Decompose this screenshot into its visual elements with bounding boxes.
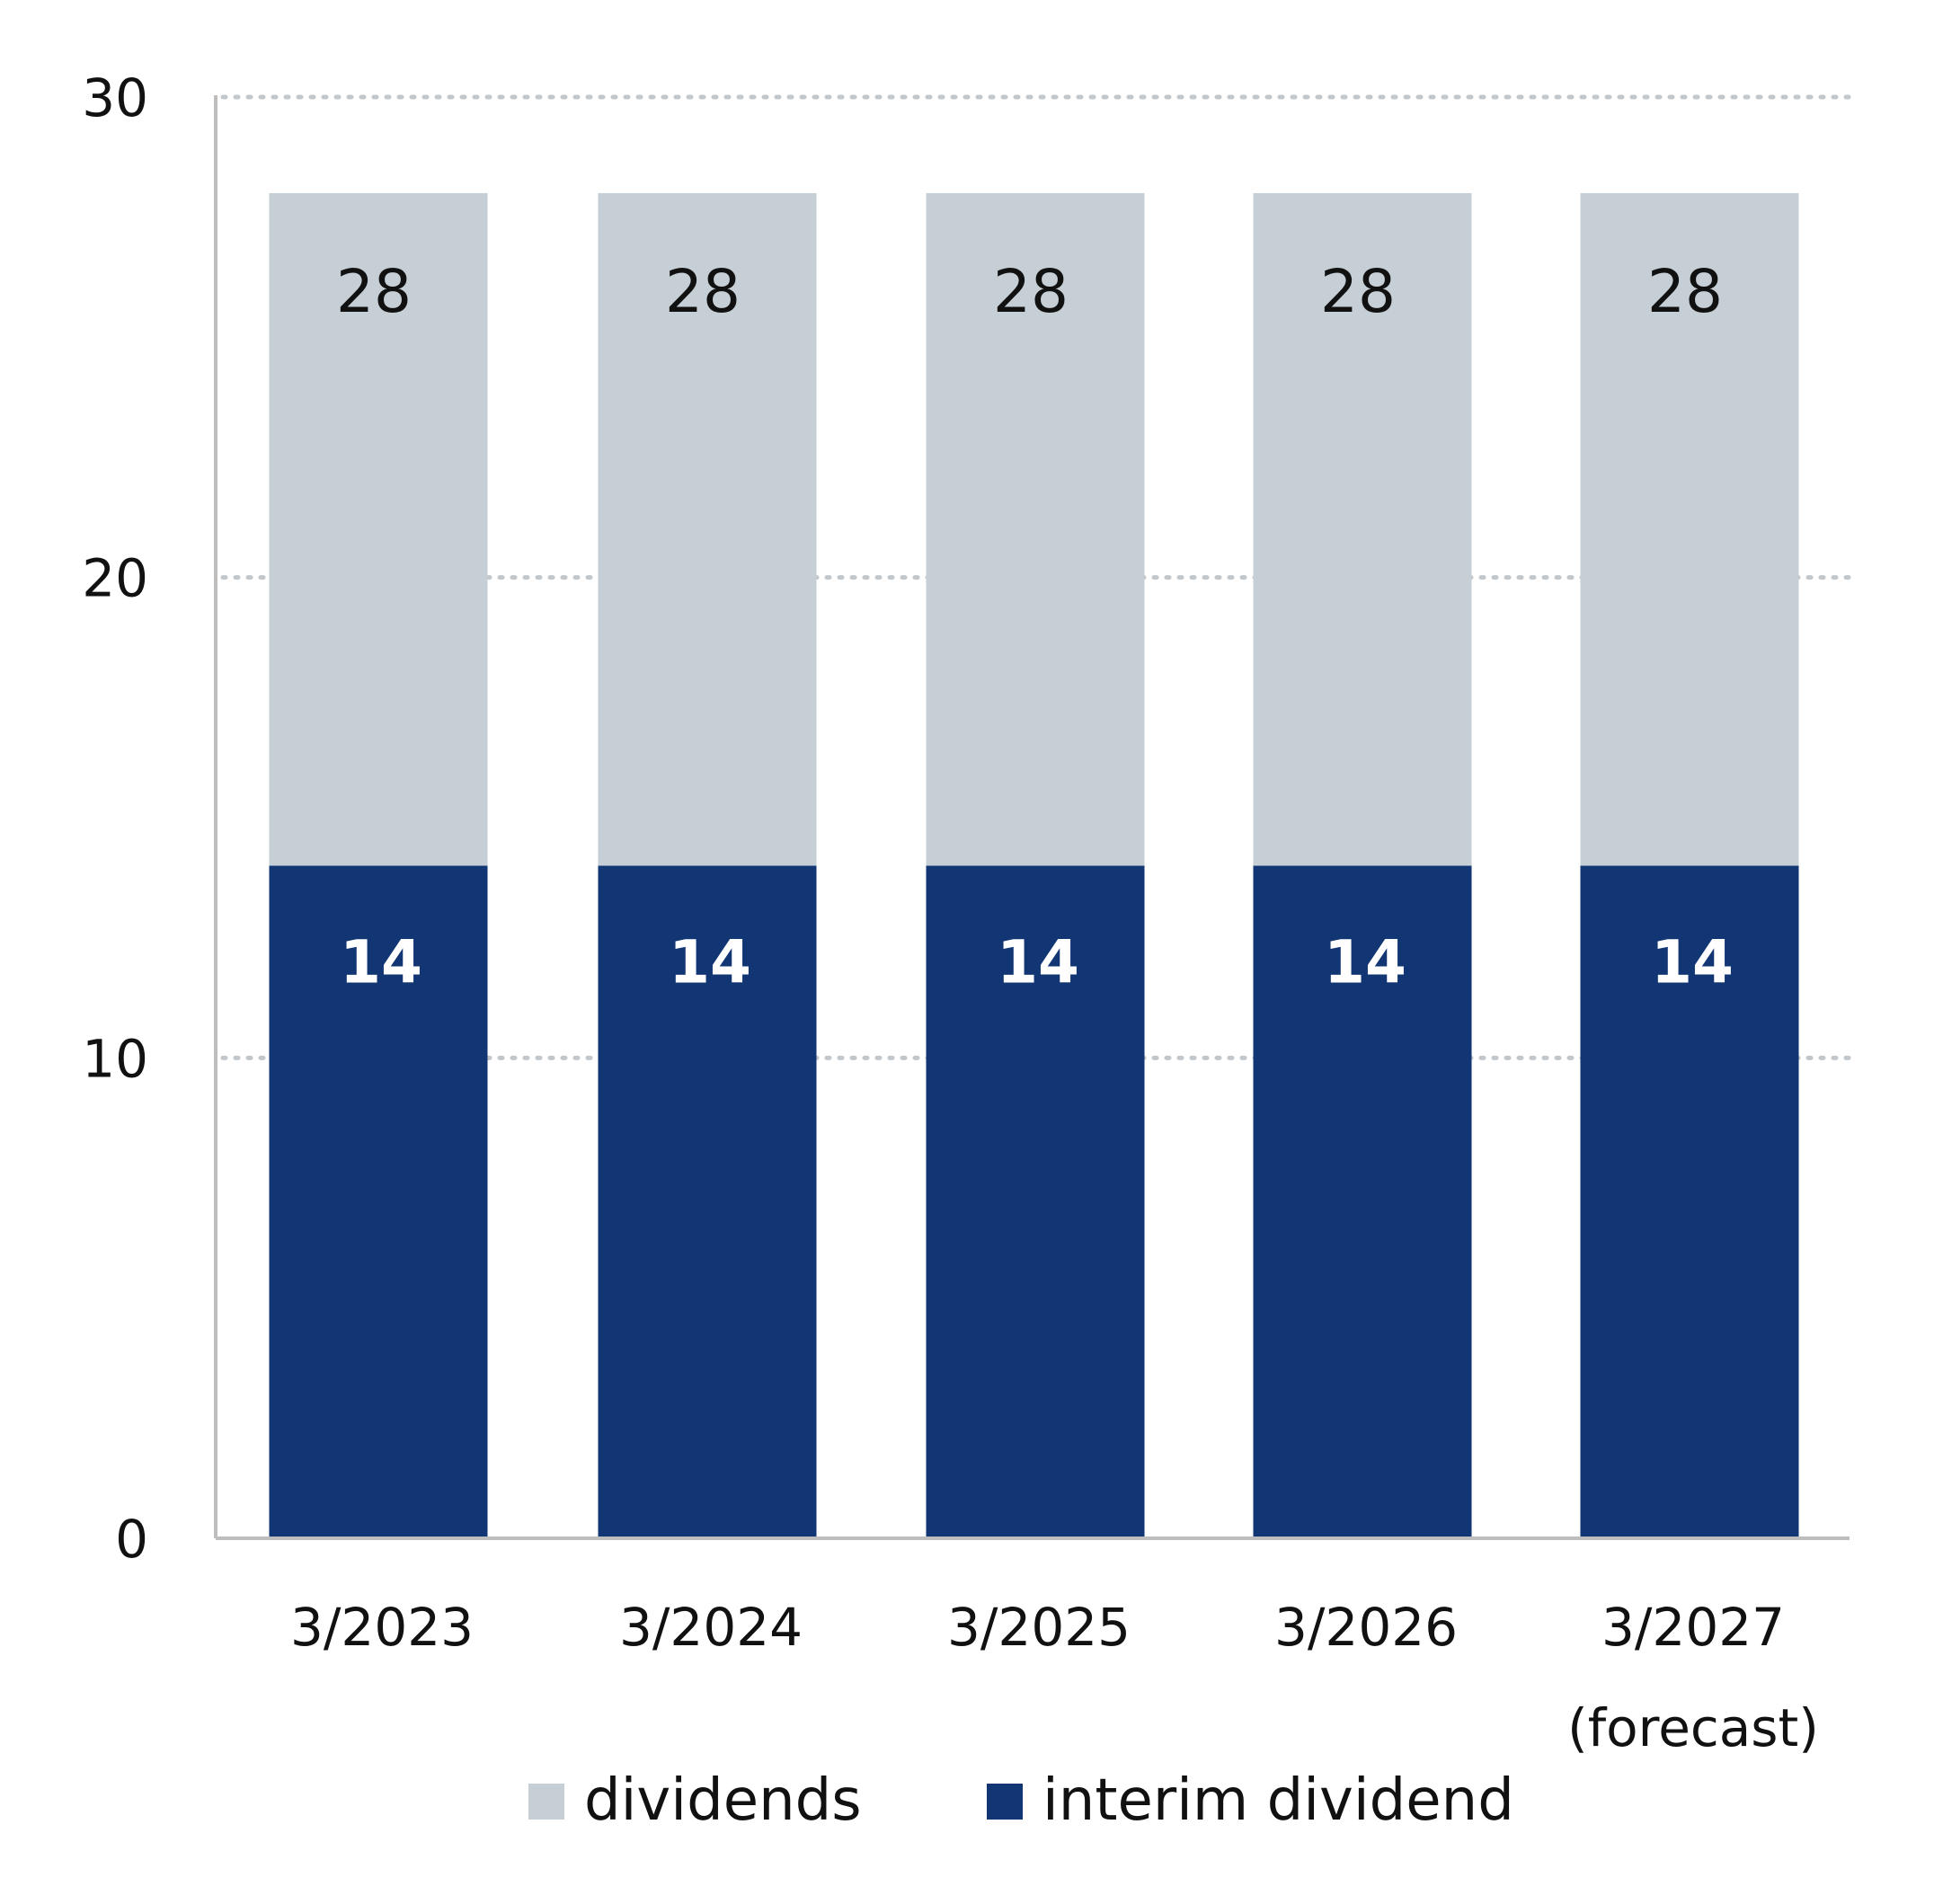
bar-interim-dividend-0 bbox=[269, 865, 488, 1538]
x-tick-label: 3/2025 bbox=[947, 1597, 1131, 1658]
x-tick-label: 3/2026 bbox=[1274, 1597, 1458, 1658]
labels: 0 10 20 30 14 14 14 14 14 28 28 28 28 28 3/2023 3/2024 3… bbox=[82, 67, 1819, 1758]
y-tick-label: 30 bbox=[82, 67, 148, 128]
data-label: 28 bbox=[336, 257, 412, 326]
y-tick-label: 20 bbox=[82, 548, 148, 609]
x-tick-label: 3/2023 bbox=[290, 1597, 474, 1658]
data-label: 14 bbox=[1324, 927, 1406, 996]
data-label: 28 bbox=[1320, 257, 1396, 326]
x-tick-label: 3/2024 bbox=[619, 1597, 803, 1658]
data-label: 14 bbox=[997, 927, 1079, 996]
legend-swatch bbox=[987, 1784, 1023, 1820]
y-tick-label: 0 bbox=[115, 1509, 148, 1570]
bar-interim-dividend-1 bbox=[598, 865, 817, 1538]
data-label: 14 bbox=[1651, 927, 1734, 996]
data-label: 14 bbox=[669, 927, 751, 996]
data-label: 28 bbox=[665, 257, 741, 326]
bar-dividends-4 bbox=[1580, 192, 1799, 866]
y-tick-label: 10 bbox=[82, 1028, 148, 1089]
bar-interim-dividend-4 bbox=[1580, 865, 1799, 1538]
bar-dividends-2 bbox=[926, 192, 1145, 866]
bar-dividends-1 bbox=[598, 192, 817, 866]
bar-interim-dividend-2 bbox=[926, 865, 1145, 1538]
x-tick-label: (forecast) bbox=[1567, 1697, 1819, 1758]
legend: dividends interim dividend bbox=[528, 1767, 1514, 1834]
data-label: 28 bbox=[1647, 257, 1723, 326]
x-tick-label: 3/2027 bbox=[1601, 1597, 1785, 1658]
bar-dividends-3 bbox=[1253, 192, 1472, 866]
bar-interim-dividend-3 bbox=[1253, 865, 1472, 1538]
axes bbox=[214, 95, 1850, 1540]
legend-label: interim dividend bbox=[1042, 1767, 1514, 1834]
legend-swatch bbox=[528, 1784, 564, 1820]
bar-dividends-0 bbox=[269, 192, 488, 866]
data-label: 14 bbox=[340, 927, 422, 996]
bars bbox=[269, 192, 1799, 1538]
legend-label: dividends bbox=[584, 1767, 862, 1834]
data-label: 28 bbox=[993, 257, 1069, 326]
